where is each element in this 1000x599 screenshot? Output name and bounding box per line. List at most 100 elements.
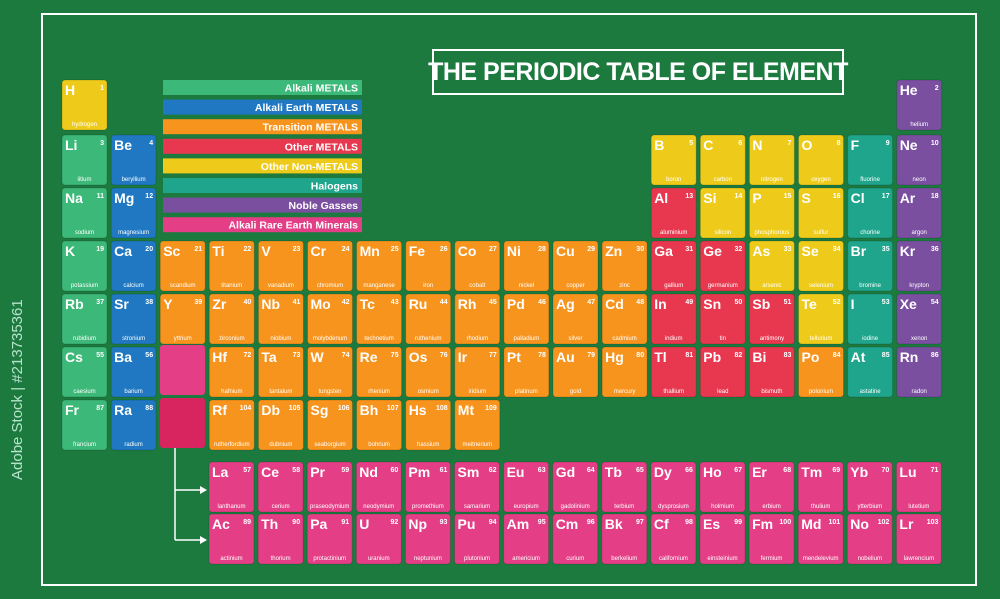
element-number: 44 [440,299,448,306]
element-name: helium [910,122,928,128]
element-symbol: At [851,349,866,365]
element-name: phosphorous [755,230,790,236]
element-name: lead [717,389,728,395]
element-number: 41 [293,299,301,306]
element-name: lanthanum [217,504,245,510]
element-cell [650,293,697,345]
element-symbol: Es [703,516,720,532]
element-name: erbium [762,504,780,510]
element-number: 38 [145,299,153,306]
element-number: 82 [735,352,743,359]
element-cell [405,399,452,451]
element-cell [208,346,255,398]
element-cell [748,187,795,239]
element-symbol: Lr [899,516,914,532]
element-cell [699,461,746,513]
element-name: chromium [317,283,343,289]
element-symbol: Te [802,296,818,312]
element-name: neon [913,177,926,183]
element-symbol: Db [261,402,280,418]
element-symbol: Cr [311,243,327,259]
element-symbol: Pr [310,464,325,480]
element-cell [650,513,697,565]
element-number: 16 [833,193,841,200]
element-symbol: Tb [605,464,622,480]
element-number: 37 [96,299,104,306]
element-number: 83 [784,352,792,359]
element-number: 107 [387,405,399,412]
placeholder-cell [160,345,205,395]
element-symbol: Br [851,243,867,259]
element-symbol: Nd [359,464,378,480]
element-cell [896,293,943,345]
element-number: 69 [832,467,840,474]
element-number: 64 [587,467,595,474]
element-name: thorium [271,556,291,562]
element-symbol: V [261,243,271,259]
element-cell [552,293,599,345]
element-number: 11 [97,193,105,200]
element-name: beryllium [122,177,146,183]
element-number: 45 [489,299,497,306]
element-number: 68 [783,467,791,474]
element-number: 109 [485,405,497,412]
element-name: seaborgium [314,442,345,448]
element-name: potassium [71,283,98,289]
element-number: 36 [931,246,939,253]
element-number: 9 [886,140,890,147]
element-symbol: O [802,137,813,153]
element-cell [896,187,943,239]
element-name: actinium [220,556,242,562]
element-name: bohrium [368,442,390,448]
element-name: bismuth [761,389,782,395]
element-name: rutherfordium [214,442,250,448]
element-number: 70 [882,467,890,474]
element-symbol: Bh [360,402,379,418]
element-symbol: Hf [212,349,227,365]
element-cell [405,293,452,345]
element-cell [356,240,403,292]
element-symbol: Zr [212,296,227,312]
element-name: osmium [418,389,439,395]
element-number: 101 [829,519,841,526]
element-symbol: Ga [654,243,673,259]
element-cell [356,293,403,345]
element-cell [257,293,304,345]
element-number: 17 [882,193,890,200]
element-name: ruthenium [415,336,442,342]
element-cell [61,187,108,239]
element-name: promethium [412,504,444,510]
element-cell [61,293,108,345]
element-cell [846,513,893,565]
legend-bar [163,178,362,193]
element-name: rubidium [73,336,96,342]
element-cell [306,513,353,565]
element-number: 6 [738,140,742,147]
element-symbol: No [850,516,869,532]
element-number: 47 [587,299,595,306]
element-name: praseodymium [310,504,349,510]
element-cell [650,346,697,398]
element-number: 73 [293,352,301,359]
element-cell [699,187,746,239]
element-cell [797,513,844,565]
element-name: silver [568,336,582,342]
element-cell [307,346,353,398]
element-number: 102 [878,519,890,526]
element-number: 51 [784,299,792,306]
element-name: plutonium [464,556,490,562]
element-symbol: Na [65,190,83,206]
element-cell [454,346,501,398]
legend-label: Alkali Rare Earth Minerals [228,220,358,232]
element-number: 23 [293,246,301,253]
element-name: yttrium [174,336,192,342]
element-number: 67 [734,467,742,474]
element-cell [896,134,943,186]
element-symbol: Kr [900,243,916,259]
element-cell [61,399,108,451]
element-name: protactinium [313,556,346,562]
element-cell [552,513,599,565]
element-name: molybdenum [313,336,347,342]
element-number: 13 [685,193,693,200]
element-cell [61,346,108,398]
